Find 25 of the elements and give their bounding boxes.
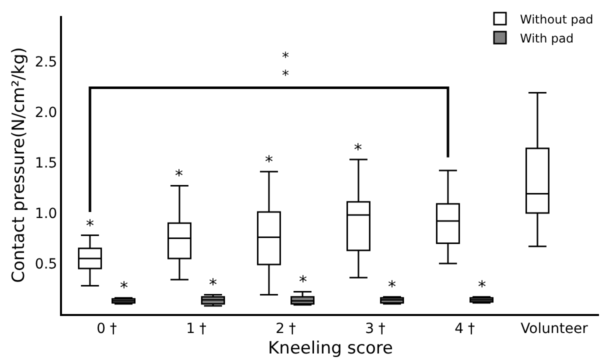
y-tick-label: 2.0 xyxy=(34,104,58,121)
annotation: * * xyxy=(282,50,289,84)
x-tick-label: 3 † xyxy=(365,320,386,337)
x-tick-label: 1 † xyxy=(186,320,206,337)
legend-label: With pad xyxy=(520,31,574,46)
annotation: * xyxy=(209,275,217,294)
annotation: * xyxy=(86,216,94,235)
y-axis-title: Contact pressure(N/cm²/kg) xyxy=(8,47,29,283)
annotation: * xyxy=(265,152,273,171)
annotation: * xyxy=(388,277,396,296)
annotation: * xyxy=(478,277,486,296)
y-tick-label: 1.5 xyxy=(34,155,58,172)
x-tick-label: 2 † xyxy=(276,320,296,337)
legend-label: Without pad xyxy=(520,12,594,26)
y-tick-label: 1.0 xyxy=(34,206,58,222)
x-axis-title: Kneeling score xyxy=(268,338,393,359)
annotation: * xyxy=(299,272,307,291)
x-tick-label: 0 † xyxy=(96,320,117,337)
y-tick-label: 2.5 xyxy=(34,54,58,70)
annotation: * xyxy=(120,278,128,297)
x-tick-label: Volunteer xyxy=(520,320,588,337)
y-tick-label: 0.5 xyxy=(34,256,58,272)
x-tick-label: 4 † xyxy=(454,320,475,337)
annotation: * xyxy=(175,166,183,185)
annotation: * xyxy=(354,140,362,159)
